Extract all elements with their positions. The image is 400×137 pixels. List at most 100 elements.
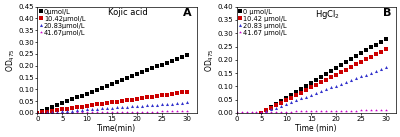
10.42μmol/L: [45, 111, 50, 112]
10.42μmol/L: [80, 106, 84, 107]
20.83μmol/L: [90, 108, 94, 110]
20.83 μmol/L: [309, 94, 314, 96]
0μmol/L: [35, 112, 40, 114]
10.42μmol/L: [75, 106, 80, 108]
10.42μmol/L: [184, 91, 189, 92]
20.83μmol/L: [174, 102, 179, 104]
20.83 μmol/L: [329, 87, 334, 88]
20.83 μmol/L: [358, 76, 363, 77]
0μmol/L: [154, 66, 159, 67]
41.67 μmol/L: [249, 111, 254, 113]
0μmol/L: [60, 102, 64, 104]
Line: 10.42 μmol/L: 10.42 μmol/L: [260, 48, 388, 115]
Text: HgCl$_2$: HgCl$_2$: [315, 8, 340, 21]
20.83μmol/L: [65, 110, 70, 112]
Line: 20.83μmol/L: 20.83μmol/L: [36, 101, 188, 115]
41.67 μmol/L: [319, 110, 324, 112]
0μmol/L: [169, 60, 174, 62]
41.67 μmol/L: [289, 111, 294, 112]
0 μmol/L: [309, 82, 314, 84]
41.67 μmol/L: [299, 111, 304, 112]
41.67 μmol/L: [324, 110, 328, 112]
41.67μmol/L: [100, 111, 104, 113]
10.42μmol/L: [139, 97, 144, 99]
20.83 μmol/L: [339, 83, 344, 85]
20.83 μmol/L: [324, 89, 328, 90]
10.42μmol/L: [114, 101, 119, 102]
41.67 μmol/L: [354, 110, 358, 111]
0μmol/L: [134, 73, 139, 75]
10.42μmol/L: [134, 98, 139, 100]
0 μmol/L: [384, 38, 388, 39]
10.42 μmol/L: [294, 94, 299, 96]
10.42 μmol/L: [324, 79, 328, 81]
Text: A: A: [183, 8, 192, 18]
10.42 μmol/L: [314, 84, 319, 86]
0μmol/L: [70, 99, 74, 100]
0 μmol/L: [368, 47, 373, 48]
41.67 μmol/L: [339, 110, 344, 112]
10.42 μmol/L: [274, 105, 279, 106]
20.83μmol/L: [159, 103, 164, 105]
10.42μmol/L: [85, 105, 90, 107]
41.67 μmol/L: [294, 111, 299, 112]
20.83 μmol/L: [368, 72, 373, 74]
41.67 μmol/L: [349, 110, 354, 111]
41.67 μmol/L: [239, 112, 244, 113]
41.67μmol/L: [134, 111, 139, 113]
0μmol/L: [45, 108, 50, 110]
20.83μmol/L: [164, 103, 169, 105]
41.67 μmol/L: [259, 111, 264, 113]
20.83 μmol/L: [344, 81, 348, 83]
0μmol/L: [104, 85, 109, 87]
0 μmol/L: [314, 79, 319, 81]
20.83 μmol/L: [289, 101, 294, 103]
X-axis label: Time(min): Time(min): [97, 124, 136, 133]
41.67μmol/L: [144, 111, 149, 112]
10.42 μmol/L: [279, 102, 284, 104]
41.67μmol/L: [124, 111, 129, 113]
20.83μmol/L: [179, 102, 184, 104]
0 μmol/L: [334, 68, 338, 69]
10.42 μmol/L: [339, 71, 344, 73]
10.42μmol/L: [65, 108, 70, 110]
10.42 μmol/L: [374, 53, 378, 55]
0 μmol/L: [279, 100, 284, 102]
20.83 μmol/L: [378, 68, 383, 70]
0μmol/L: [164, 62, 169, 63]
20.83μmol/L: [184, 102, 189, 103]
10.42 μmol/L: [349, 66, 354, 68]
10.42 μmol/L: [304, 89, 309, 91]
10.42μmol/L: [120, 100, 124, 102]
0μmol/L: [40, 110, 45, 112]
10.42 μmol/L: [384, 48, 388, 50]
0 μmol/L: [378, 41, 383, 42]
41.67 μmol/L: [374, 109, 378, 111]
41.67μmol/L: [179, 110, 184, 112]
20.83μmol/L: [45, 112, 50, 113]
20.83μmol/L: [40, 112, 45, 113]
41.67 μmol/L: [244, 112, 249, 113]
10.42μmol/L: [174, 92, 179, 94]
10.42μmol/L: [164, 94, 169, 95]
20.83 μmol/L: [294, 99, 299, 101]
41.67 μmol/L: [344, 110, 348, 112]
0μmol/L: [65, 101, 70, 102]
20.83μmol/L: [120, 106, 124, 108]
10.42 μmol/L: [364, 59, 368, 60]
10.42μmol/L: [100, 103, 104, 105]
0 μmol/L: [354, 56, 358, 57]
20.83 μmol/L: [314, 92, 319, 94]
20.83 μmol/L: [274, 107, 279, 108]
20.83μmol/L: [55, 111, 60, 112]
41.67 μmol/L: [384, 109, 388, 111]
10.42 μmol/L: [284, 99, 289, 101]
10.42 μmol/L: [329, 76, 334, 78]
0 μmol/L: [339, 65, 344, 66]
20.83μmol/L: [35, 112, 40, 114]
Line: 10.42μmol/L: 10.42μmol/L: [36, 90, 188, 115]
20.83μmol/L: [75, 109, 80, 111]
20.83μmol/L: [124, 106, 129, 108]
10.42 μmol/L: [368, 56, 373, 58]
0 μmol/L: [329, 70, 334, 72]
